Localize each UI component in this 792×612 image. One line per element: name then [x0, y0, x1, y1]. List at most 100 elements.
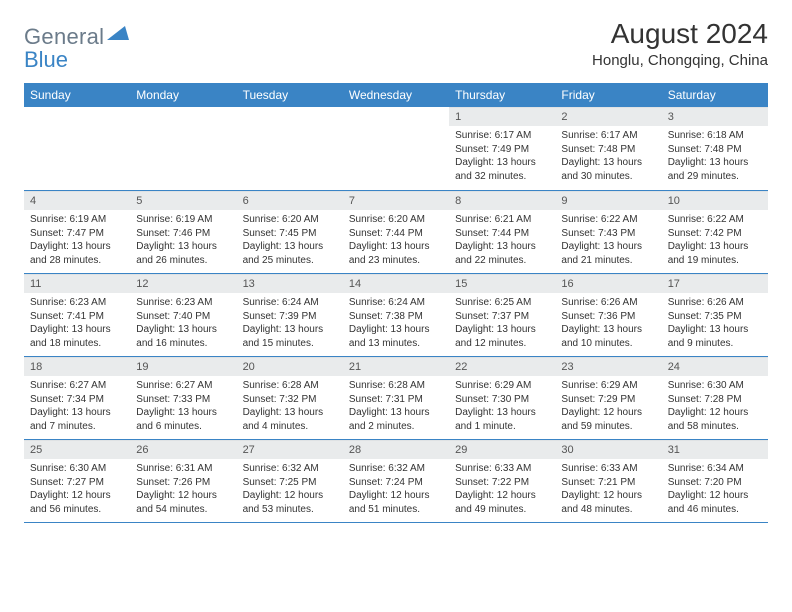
day-details: Sunrise: 6:20 AMSunset: 7:45 PMDaylight:…	[237, 210, 343, 273]
calendar-day: 25Sunrise: 6:30 AMSunset: 7:27 PMDayligh…	[24, 440, 130, 523]
day-detail-line: Daylight: 13 hours and 32 minutes.	[455, 156, 549, 183]
day-detail-line: Sunset: 7:22 PM	[455, 476, 549, 490]
calendar-day: 10Sunrise: 6:22 AMSunset: 7:42 PMDayligh…	[662, 191, 768, 274]
day-detail-line: Sunset: 7:30 PM	[455, 393, 549, 407]
calendar-week: 1Sunrise: 6:17 AMSunset: 7:49 PMDaylight…	[24, 107, 768, 191]
calendar-day: 8Sunrise: 6:21 AMSunset: 7:44 PMDaylight…	[449, 191, 555, 274]
day-number: 13	[237, 274, 343, 293]
day-details: Sunrise: 6:29 AMSunset: 7:29 PMDaylight:…	[555, 376, 661, 439]
day-detail-line: Sunset: 7:26 PM	[136, 476, 230, 490]
day-detail-line: Sunset: 7:48 PM	[561, 143, 655, 157]
day-number: 19	[130, 357, 236, 376]
calendar-day: 28Sunrise: 6:32 AMSunset: 7:24 PMDayligh…	[343, 440, 449, 523]
day-detail-line: Sunrise: 6:21 AM	[455, 213, 549, 227]
day-detail-line: Sunrise: 6:25 AM	[455, 296, 549, 310]
day-detail-line: Daylight: 13 hours and 13 minutes.	[349, 323, 443, 350]
day-detail-line: Daylight: 12 hours and 59 minutes.	[561, 406, 655, 433]
day-detail-line: Sunset: 7:47 PM	[30, 227, 124, 241]
day-details: Sunrise: 6:32 AMSunset: 7:24 PMDaylight:…	[343, 459, 449, 522]
day-number: 6	[237, 191, 343, 210]
header: General August 2024 Honglu, Chongqing, C…	[24, 18, 768, 69]
day-number: 25	[24, 440, 130, 459]
day-number: 12	[130, 274, 236, 293]
calendar-day: 9Sunrise: 6:22 AMSunset: 7:43 PMDaylight…	[555, 191, 661, 274]
calendar-day: 5Sunrise: 6:19 AMSunset: 7:46 PMDaylight…	[130, 191, 236, 274]
col-monday: Monday	[130, 83, 236, 107]
day-detail-line: Sunrise: 6:26 AM	[561, 296, 655, 310]
day-details: Sunrise: 6:28 AMSunset: 7:32 PMDaylight:…	[237, 376, 343, 439]
day-detail-line: Sunrise: 6:20 AM	[243, 213, 337, 227]
day-number: 20	[237, 357, 343, 376]
day-details: Sunrise: 6:32 AMSunset: 7:25 PMDaylight:…	[237, 459, 343, 522]
calendar-day: 21Sunrise: 6:28 AMSunset: 7:31 PMDayligh…	[343, 357, 449, 440]
day-details: Sunrise: 6:22 AMSunset: 7:42 PMDaylight:…	[662, 210, 768, 273]
day-detail-line: Sunset: 7:21 PM	[561, 476, 655, 490]
day-number	[24, 107, 130, 126]
day-number	[237, 107, 343, 126]
day-detail-line: Daylight: 13 hours and 19 minutes.	[668, 240, 762, 267]
day-details: Sunrise: 6:25 AMSunset: 7:37 PMDaylight:…	[449, 293, 555, 356]
day-details: Sunrise: 6:24 AMSunset: 7:38 PMDaylight:…	[343, 293, 449, 356]
day-detail-line: Daylight: 13 hours and 30 minutes.	[561, 156, 655, 183]
day-number: 21	[343, 357, 449, 376]
day-number: 29	[449, 440, 555, 459]
location-label: Honglu, Chongqing, China	[592, 52, 768, 69]
day-detail-line: Sunset: 7:41 PM	[30, 310, 124, 324]
calendar-day: 1Sunrise: 6:17 AMSunset: 7:49 PMDaylight…	[449, 107, 555, 191]
day-details: Sunrise: 6:29 AMSunset: 7:30 PMDaylight:…	[449, 376, 555, 439]
calendar-day	[24, 107, 130, 191]
day-detail-line: Daylight: 13 hours and 6 minutes.	[136, 406, 230, 433]
day-detail-line: Daylight: 13 hours and 16 minutes.	[136, 323, 230, 350]
day-details	[130, 126, 236, 190]
day-detail-line: Sunset: 7:44 PM	[455, 227, 549, 241]
calendar-day: 23Sunrise: 6:29 AMSunset: 7:29 PMDayligh…	[555, 357, 661, 440]
brand-part2: Blue	[24, 47, 68, 72]
day-details: Sunrise: 6:21 AMSunset: 7:44 PMDaylight:…	[449, 210, 555, 273]
day-detail-line: Sunset: 7:44 PM	[349, 227, 443, 241]
day-detail-line: Daylight: 13 hours and 2 minutes.	[349, 406, 443, 433]
day-number	[343, 107, 449, 126]
day-number: 26	[130, 440, 236, 459]
col-thursday: Thursday	[449, 83, 555, 107]
day-detail-line: Daylight: 12 hours and 54 minutes.	[136, 489, 230, 516]
day-detail-line: Sunrise: 6:33 AM	[455, 462, 549, 476]
day-details: Sunrise: 6:19 AMSunset: 7:47 PMDaylight:…	[24, 210, 130, 273]
calendar-day: 2Sunrise: 6:17 AMSunset: 7:48 PMDaylight…	[555, 107, 661, 191]
day-detail-line: Sunset: 7:45 PM	[243, 227, 337, 241]
day-number: 24	[662, 357, 768, 376]
calendar-day: 31Sunrise: 6:34 AMSunset: 7:20 PMDayligh…	[662, 440, 768, 523]
day-detail-line: Daylight: 13 hours and 12 minutes.	[455, 323, 549, 350]
day-number: 15	[449, 274, 555, 293]
day-detail-line: Sunset: 7:40 PM	[136, 310, 230, 324]
day-detail-line: Daylight: 12 hours and 49 minutes.	[455, 489, 549, 516]
day-details: Sunrise: 6:33 AMSunset: 7:22 PMDaylight:…	[449, 459, 555, 522]
day-number: 4	[24, 191, 130, 210]
day-details: Sunrise: 6:34 AMSunset: 7:20 PMDaylight:…	[662, 459, 768, 522]
day-detail-line: Sunrise: 6:20 AM	[349, 213, 443, 227]
day-detail-line: Sunset: 7:33 PM	[136, 393, 230, 407]
day-number: 23	[555, 357, 661, 376]
day-details: Sunrise: 6:24 AMSunset: 7:39 PMDaylight:…	[237, 293, 343, 356]
day-detail-line: Daylight: 13 hours and 1 minute.	[455, 406, 549, 433]
calendar-day: 29Sunrise: 6:33 AMSunset: 7:22 PMDayligh…	[449, 440, 555, 523]
day-number: 9	[555, 191, 661, 210]
day-number: 22	[449, 357, 555, 376]
calendar-day: 16Sunrise: 6:26 AMSunset: 7:36 PMDayligh…	[555, 274, 661, 357]
day-detail-line: Sunrise: 6:29 AM	[455, 379, 549, 393]
day-detail-line: Sunrise: 6:23 AM	[136, 296, 230, 310]
day-detail-line: Sunrise: 6:26 AM	[668, 296, 762, 310]
day-detail-line: Sunrise: 6:34 AM	[668, 462, 762, 476]
day-detail-line: Sunrise: 6:17 AM	[455, 129, 549, 143]
day-detail-line: Sunset: 7:49 PM	[455, 143, 549, 157]
calendar-day: 11Sunrise: 6:23 AMSunset: 7:41 PMDayligh…	[24, 274, 130, 357]
col-saturday: Saturday	[662, 83, 768, 107]
day-details: Sunrise: 6:17 AMSunset: 7:49 PMDaylight:…	[449, 126, 555, 189]
day-details: Sunrise: 6:23 AMSunset: 7:40 PMDaylight:…	[130, 293, 236, 356]
day-detail-line: Sunrise: 6:19 AM	[136, 213, 230, 227]
day-detail-line: Sunrise: 6:30 AM	[30, 462, 124, 476]
day-details: Sunrise: 6:17 AMSunset: 7:48 PMDaylight:…	[555, 126, 661, 189]
day-detail-line: Sunrise: 6:30 AM	[668, 379, 762, 393]
day-detail-line: Sunset: 7:46 PM	[136, 227, 230, 241]
day-detail-line: Sunset: 7:34 PM	[30, 393, 124, 407]
day-details: Sunrise: 6:26 AMSunset: 7:35 PMDaylight:…	[662, 293, 768, 356]
